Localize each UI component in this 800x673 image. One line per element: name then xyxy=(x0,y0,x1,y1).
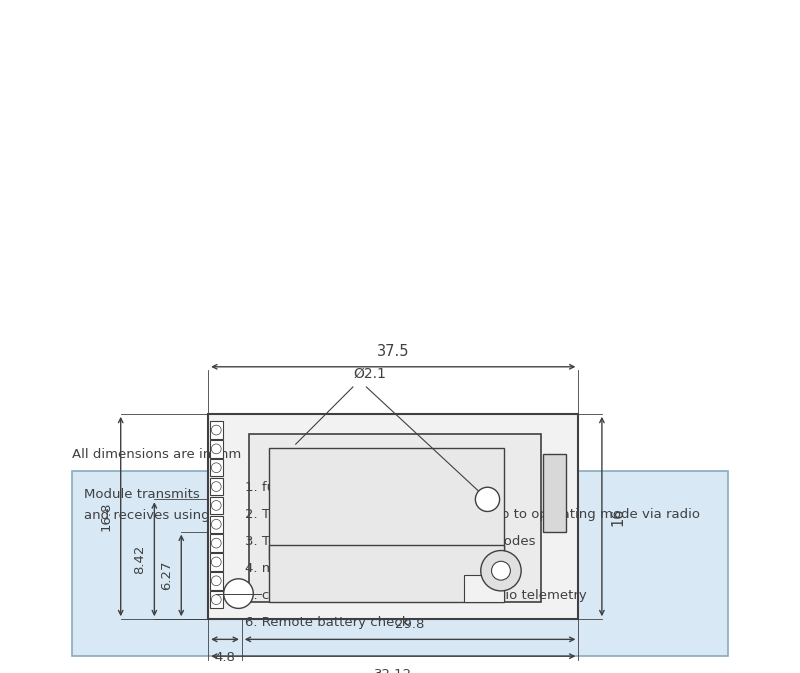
Circle shape xyxy=(475,487,500,511)
Bar xyxy=(210,572,223,590)
Circle shape xyxy=(481,551,521,591)
Text: Module transmits
and receives using:: Module transmits and receives using: xyxy=(84,488,214,522)
Text: 16.8: 16.8 xyxy=(100,502,113,531)
Text: 6. Remote battery check: 6. Remote battery check xyxy=(246,616,410,629)
Circle shape xyxy=(491,561,510,580)
Text: Ø2.1: Ø2.1 xyxy=(353,366,386,380)
Bar xyxy=(210,440,223,458)
Circle shape xyxy=(211,576,221,586)
Text: All dimensions are in mm: All dimensions are in mm xyxy=(72,448,242,460)
Text: 37.5: 37.5 xyxy=(377,344,410,359)
Circle shape xyxy=(211,595,221,604)
Bar xyxy=(269,545,504,602)
Text: 4.8: 4.8 xyxy=(214,651,235,664)
Text: 8.42: 8.42 xyxy=(134,544,146,574)
Bar xyxy=(210,591,223,608)
Circle shape xyxy=(211,425,221,435)
Circle shape xyxy=(211,482,221,491)
Text: 3. The ability to switch to low power modes: 3. The ability to switch to low power mo… xyxy=(246,535,536,548)
Circle shape xyxy=(211,520,221,529)
Text: 6.27: 6.27 xyxy=(160,561,173,590)
Bar xyxy=(269,448,504,559)
Bar xyxy=(210,421,223,439)
Bar xyxy=(210,459,223,476)
Bar xyxy=(72,471,729,656)
Bar xyxy=(210,516,223,533)
Circle shape xyxy=(211,538,221,548)
Bar xyxy=(210,553,223,571)
Bar xyxy=(464,575,504,602)
Text: 16: 16 xyxy=(610,507,625,526)
Bar xyxy=(210,534,223,552)
Text: 32.12: 32.12 xyxy=(374,668,412,673)
Bar xyxy=(542,454,566,532)
Text: 5. calibration and configuration via radio telemetry: 5. calibration and configuration via rad… xyxy=(246,589,587,602)
Text: 1. full error detection and correction: 1. full error detection and correction xyxy=(246,481,488,494)
Text: 2. The ability to be switched from sleep to operating mode via radio: 2. The ability to be switched from sleep… xyxy=(246,508,700,521)
Bar xyxy=(249,434,542,602)
Circle shape xyxy=(211,444,221,454)
Bar xyxy=(208,414,578,619)
Circle shape xyxy=(211,557,221,567)
Bar xyxy=(210,478,223,495)
Text: 4. mV/V Calibration stored within module: 4. mV/V Calibration stored within module xyxy=(246,562,520,575)
Bar xyxy=(210,497,223,514)
Circle shape xyxy=(211,463,221,472)
Circle shape xyxy=(211,501,221,510)
Circle shape xyxy=(224,579,254,608)
Text: 29.8: 29.8 xyxy=(395,618,425,631)
